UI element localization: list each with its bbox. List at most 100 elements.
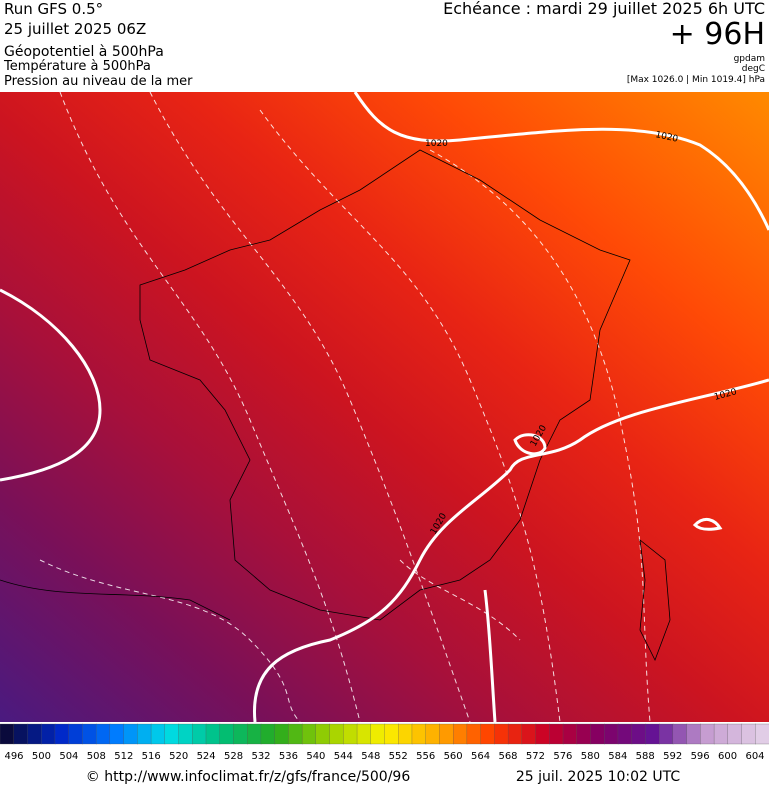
colorbar-label: 524 (197, 751, 216, 762)
echeance: Echéance : mardi 29 juillet 2025 6h UTC (443, 0, 765, 18)
colorbar-cell (260, 723, 276, 745)
colorbar-cell (370, 723, 386, 745)
colorbar-cell (686, 723, 701, 745)
timestamp: 25 juil. 2025 10:02 UTC (516, 769, 681, 785)
colorbar-cell (672, 723, 688, 745)
colorbar-cell (727, 723, 743, 745)
colorbar-cell (109, 723, 125, 745)
colorbar-label: 564 (471, 751, 490, 762)
colorbar-label: 548 (361, 751, 380, 762)
unit-2: degC (742, 64, 765, 74)
colorbar-label: 600 (718, 751, 737, 762)
colorbar-label: 556 (416, 751, 435, 762)
colorbar-cell (480, 723, 496, 745)
map-field (0, 92, 769, 722)
colorbar-cell (0, 723, 15, 745)
colorbar-label: 500 (32, 751, 51, 762)
colorbar-cell (439, 723, 454, 745)
colorbar-cell (247, 723, 262, 745)
colorbar-cell (411, 723, 427, 745)
colorbar-label: 572 (526, 751, 545, 762)
colorbar-label: 568 (498, 751, 517, 762)
colorbar-cell (507, 723, 523, 745)
colorbar-label: 584 (608, 751, 627, 762)
isobars (0, 91, 769, 723)
colorbar-cell (274, 723, 290, 745)
colorbar-label: 576 (553, 751, 572, 762)
isobar-label: 1020 (425, 139, 448, 149)
colorbar-cell (219, 723, 235, 745)
colorbar-cell (494, 723, 509, 745)
map: 1020 1020 1020 1020 1020 (0, 91, 769, 723)
colorbar-cell (27, 723, 42, 745)
colorbar-label: 540 (306, 751, 325, 762)
colorbar-cell (343, 723, 358, 745)
colorbar-cell (658, 723, 674, 745)
colorbar-cell (700, 723, 715, 745)
colorbar-cell (645, 723, 660, 745)
field-3: Pression au niveau de la mer (4, 74, 193, 89)
source-url: © http://www.infoclimat.fr/z/gfs/france/… (86, 769, 411, 785)
pressure-range: [Max 1026.0 | Min 1019.4] hPa (627, 75, 765, 85)
colorbar-cell (123, 723, 138, 745)
colorbar-label: 552 (389, 751, 408, 762)
colorbar-cell (604, 723, 619, 745)
colorbar-label: 592 (663, 751, 682, 762)
colorbar-label: 596 (691, 751, 710, 762)
lead-time: + 96H (670, 17, 765, 52)
colorbar-cell (301, 723, 317, 745)
colorbar-label: 516 (142, 751, 161, 762)
isobar-label: 1020 (654, 130, 679, 145)
unit-1: gpdam (734, 54, 765, 64)
colorbar-label: 508 (87, 751, 106, 762)
colorbar-label: 528 (224, 751, 243, 762)
colorbar-cell (466, 723, 482, 745)
field-1: Géopotentiel à 500hPa (4, 44, 164, 60)
run-date: 25 juillet 2025 06Z (4, 20, 146, 38)
colorbar-label: 544 (334, 751, 353, 762)
colorbar-cell (164, 723, 180, 745)
colorbar-label: 520 (169, 751, 188, 762)
colorbar-label: 604 (745, 751, 764, 762)
colorbar-label: 588 (636, 751, 655, 762)
colorbar-cell (178, 723, 193, 745)
colorbar-cell (233, 723, 248, 745)
colorbar-cell (41, 723, 56, 745)
colorbar-cell (384, 723, 399, 745)
colorbar-label: 532 (251, 751, 270, 762)
colorbar-cell (137, 723, 152, 745)
colorbar-cell (95, 723, 111, 745)
colorbar-cell (398, 723, 413, 745)
colorbar-cell (192, 723, 207, 745)
colorbar-cell (205, 723, 221, 745)
colorbar-cell (315, 723, 331, 745)
colorbar-cell (562, 723, 578, 745)
colorbar-cell (453, 723, 468, 745)
colorbar-cell (617, 723, 633, 745)
colorbar-cell (54, 723, 70, 745)
colorbar-cell (535, 723, 550, 745)
colorbar-cell (755, 723, 769, 745)
colorbar-cell (576, 723, 592, 745)
colorbar-cell (590, 723, 605, 745)
colorbar-cell (13, 723, 29, 745)
colorbar-cell (741, 723, 756, 745)
colorbar-cell (713, 723, 729, 745)
colorbar: 496 500 504 508 512 516 520 524 528 532 536 540 544 5… (0, 723, 769, 762)
colorbar-cell (150, 723, 166, 745)
colorbar-label: 512 (114, 751, 133, 762)
colorbar-label: 496 (4, 751, 23, 762)
colorbar-cell (356, 723, 372, 745)
colorbar-cell (425, 723, 441, 745)
temperature-contours (39, 91, 651, 723)
colorbar-cell (549, 723, 564, 745)
colorbar-cell (82, 723, 97, 745)
colorbar-cell (329, 723, 344, 745)
colorbar-cell (631, 723, 647, 745)
colorbar-cell (521, 723, 537, 745)
colorbar-label: 504 (59, 751, 78, 762)
colorbar-label: 560 (444, 751, 463, 762)
coastline (0, 149, 671, 661)
colorbar-cell (68, 723, 84, 745)
